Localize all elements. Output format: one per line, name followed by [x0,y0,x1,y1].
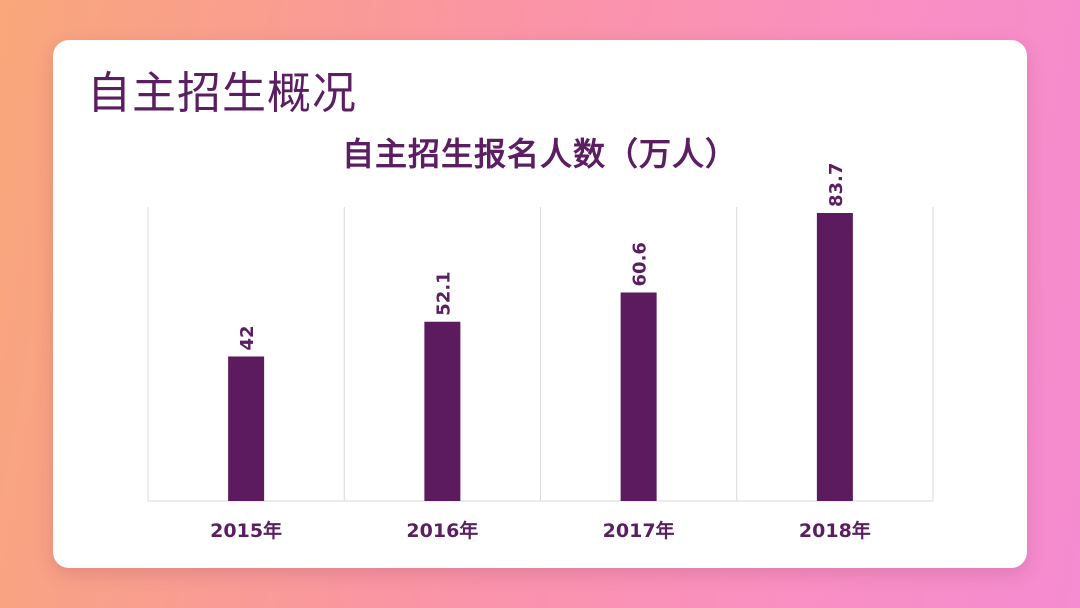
data-label: 52.1 [433,271,454,315]
slide-title: 自主招生概况 [87,68,357,119]
data-label: 42 [237,325,258,350]
bar [620,292,657,501]
bar [228,356,265,501]
data-label: 60.6 [630,242,651,286]
bar [816,213,853,501]
x-tick-label: 2015年 [210,519,282,542]
data-label: 83.7 [826,163,847,207]
x-tick-label: 2018年 [799,519,871,542]
chart-title: 自主招生报名人数（万人） [341,135,738,173]
bar [424,321,461,501]
chart-card: 自主招生概况 自主招生报名人数（万人） 42 2015年 52.1 2016年 60.6… [53,40,1027,568]
bar-chart: 42 2015年 52.1 2016年 60.6 2017年 83.7 2018年 [147,163,934,542]
x-tick-label: 2017年 [603,519,675,542]
x-tick-label: 2016年 [406,519,478,542]
